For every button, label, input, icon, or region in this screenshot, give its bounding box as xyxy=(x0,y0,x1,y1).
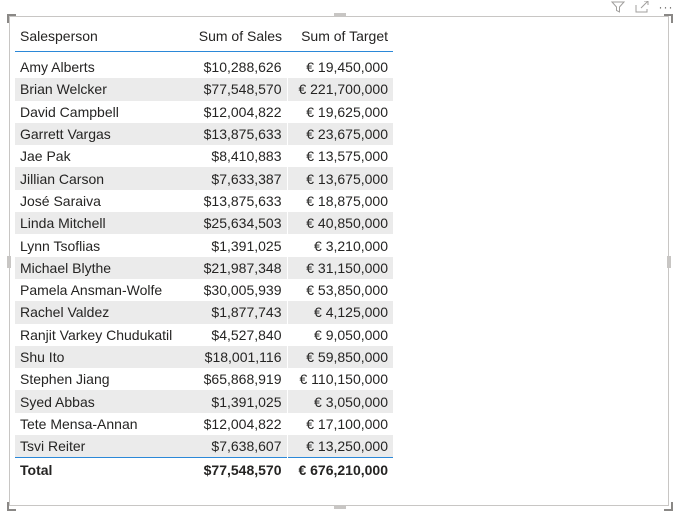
table-row[interactable]: Amy Alberts $10,288,626 € 19,450,000 xyxy=(15,51,393,79)
salesperson-cell: Linda Mitchell xyxy=(15,212,191,235)
target-cell: € 3,050,000 xyxy=(287,390,393,413)
table-row[interactable]: José Saraiva $13,875,633 € 18,875,000 xyxy=(15,189,393,213)
salesperson-cell: Shu Ito xyxy=(15,345,191,369)
target-cell: € 3,210,000 xyxy=(314,237,388,254)
table-row[interactable]: Tete Mensa-Annan $12,004,822 € 17,100,000 xyxy=(15,412,393,436)
salesperson-cell: Tete Mensa-Annan xyxy=(20,415,138,432)
sales-cell: $25,634,503 xyxy=(191,212,288,235)
column-header-sum-of-target[interactable]: Sum of Target xyxy=(287,20,393,52)
total-sales: $77,548,570 xyxy=(191,457,288,482)
target-cell: € 9,050,000 xyxy=(314,326,388,343)
table-visual: Salesperson Sum of Sales Sum of Target A… xyxy=(15,20,393,482)
salesperson-cell: Syed Abbas xyxy=(15,390,191,413)
sales-cell: $10,288,626 xyxy=(191,51,288,79)
sales-cell: $12,004,822 xyxy=(191,412,288,436)
sales-cell: $1,391,025 xyxy=(191,234,288,257)
table-row[interactable]: Pamela Ansman-Wolfe $30,005,939 € 53,850,0… xyxy=(15,278,393,302)
target-cell: € 31,150,000 xyxy=(287,256,393,279)
resize-handle-right[interactable] xyxy=(667,256,671,268)
sales-cell: $1,391,025 xyxy=(191,390,288,413)
salesperson-cell: Stephen Jiang xyxy=(20,371,110,388)
target-cell: € 23,675,000 xyxy=(287,122,393,146)
sales-cell: $13,875,633 xyxy=(191,122,288,146)
salesperson-cell: Lynn Tsoflias xyxy=(20,237,101,254)
sales-cell: $30,005,939 xyxy=(191,278,288,302)
sales-cell: $77,548,570 xyxy=(191,78,288,101)
sales-cell: $12,004,822 xyxy=(191,100,288,123)
salesperson-cell: Michael Blythe xyxy=(15,256,191,279)
salesperson-cell: Amy Alberts xyxy=(20,59,95,76)
target-cell: € 18,875,000 xyxy=(306,192,388,209)
sales-table: Salesperson Sum of Sales Sum of Target A… xyxy=(15,20,393,482)
table-row[interactable]: Ranjit Varkey Chudukatil $4,527,840 € 9,05… xyxy=(15,323,393,346)
salesperson-cell: David Campbell xyxy=(20,103,119,120)
sales-cell: $18,001,116 xyxy=(191,345,288,369)
sales-cell: $65,868,919 xyxy=(191,368,288,391)
salesperson-cell: Jillian Carson xyxy=(15,167,191,190)
resize-handle-left[interactable] xyxy=(7,256,11,268)
target-cell: € 221,700,000 xyxy=(287,78,393,101)
total-label: Total xyxy=(15,457,191,482)
target-cell: € 53,850,000 xyxy=(306,282,388,299)
table-row[interactable]: Shu Ito $18,001,116 € 59,850,000 xyxy=(15,345,393,369)
more-options-label: ··· xyxy=(658,0,674,14)
salesperson-cell: Rachel Valdez xyxy=(15,301,191,324)
column-header-sum-of-sales[interactable]: Sum of Sales xyxy=(191,20,287,52)
salesperson-cell: Ranjit Varkey Chudukatil xyxy=(20,326,173,343)
resize-corner-bottom-left[interactable] xyxy=(7,502,16,511)
target-cell: € 59,850,000 xyxy=(287,345,393,369)
resize-handle-bottom[interactable] xyxy=(334,505,346,509)
table-row[interactable]: David Campbell $12,004,822 € 19,625,000 xyxy=(15,100,393,123)
visual-header: ··· xyxy=(588,0,674,14)
focus-mode-icon[interactable] xyxy=(634,0,650,14)
sales-cell: $4,527,840 xyxy=(191,323,288,346)
table-row[interactable]: Brian Welcker $77,548,570 € 221,700,000 xyxy=(15,78,393,101)
table-body: Amy Alberts $10,288,626 € 19,450,000 Brian … xyxy=(15,51,393,458)
salesperson-cell: Garrett Vargas xyxy=(15,122,191,146)
target-cell: € 17,100,000 xyxy=(306,415,388,432)
table-row[interactable]: Garrett Vargas $13,875,633 € 23,675,000 xyxy=(15,122,393,146)
target-cell: € 13,575,000 xyxy=(306,148,388,165)
target-cell: € 19,450,000 xyxy=(306,59,388,76)
table-row[interactable]: Tsvi Reiter $7,638,607 € 13,250,000 xyxy=(15,435,393,458)
filter-icon[interactable] xyxy=(610,0,626,14)
resize-handle-top[interactable] xyxy=(334,13,346,17)
table-row[interactable]: Stephen Jiang $65,868,919 € 110,150,000 xyxy=(15,368,393,391)
table-row[interactable]: Michael Blythe $21,987,348 € 31,150,000 xyxy=(15,256,393,279)
target-cell: € 13,250,000 xyxy=(287,435,393,458)
resize-corner-top-left[interactable] xyxy=(7,14,16,23)
column-header-salesperson[interactable]: Salesperson xyxy=(15,20,191,52)
table-row[interactable]: Lynn Tsoflias $1,391,025 € 3,210,000 xyxy=(15,234,393,257)
table-row[interactable]: Syed Abbas $1,391,025 € 3,050,000 xyxy=(15,390,393,413)
table-row[interactable]: Rachel Valdez $1,877,743 € 4,125,000 xyxy=(15,301,393,324)
header-row: Salesperson Sum of Sales Sum of Target xyxy=(15,20,393,52)
salesperson-cell: Pamela Ansman-Wolfe xyxy=(20,282,163,299)
salesperson-cell: Tsvi Reiter xyxy=(15,435,191,458)
target-cell: € 13,675,000 xyxy=(287,167,393,190)
sales-cell: $21,987,348 xyxy=(191,256,288,279)
table-row[interactable]: Linda Mitchell $25,634,503 € 40,850,000 xyxy=(15,212,393,235)
target-cell: € 4,125,000 xyxy=(287,301,393,324)
resize-corner-bottom-right[interactable] xyxy=(664,502,673,511)
table-row[interactable]: Jae Pak $8,410,883 € 13,575,000 xyxy=(15,145,393,168)
target-cell: € 110,150,000 xyxy=(299,371,389,388)
salesperson-cell: José Saraiva xyxy=(20,192,101,209)
target-cell: € 40,850,000 xyxy=(287,212,393,235)
more-options-icon[interactable]: ··· xyxy=(658,0,674,14)
sales-cell: $8,410,883 xyxy=(191,145,288,168)
resize-corner-top-right[interactable] xyxy=(664,14,673,23)
table-row[interactable]: Jillian Carson $7,633,387 € 13,675,000 xyxy=(15,167,393,190)
target-cell: € 19,625,000 xyxy=(306,103,388,120)
total-row: Total $77,548,570 € 676,210,000 xyxy=(15,457,393,482)
sales-cell: $13,875,633 xyxy=(191,189,288,213)
sales-cell: $7,633,387 xyxy=(191,167,288,190)
sales-cell: $7,638,607 xyxy=(191,435,288,458)
salesperson-cell: Brian Welcker xyxy=(15,78,191,101)
salesperson-cell: Jae Pak xyxy=(20,148,71,165)
total-target: € 676,210,000 xyxy=(287,457,393,482)
sales-cell: $1,877,743 xyxy=(191,301,288,324)
